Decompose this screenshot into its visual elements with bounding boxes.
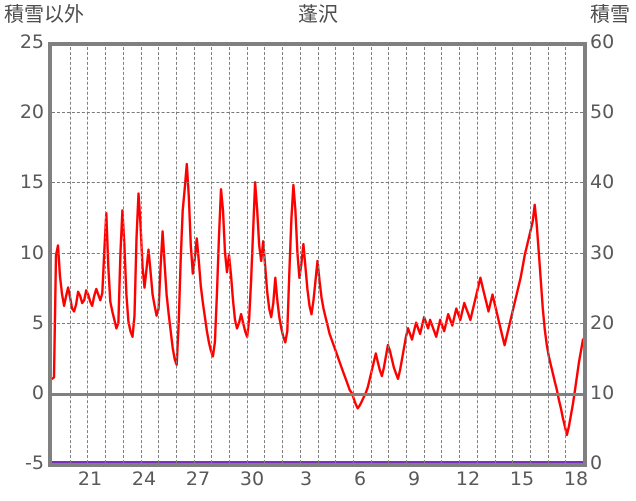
- y-tick-left: 15: [19, 171, 44, 194]
- grid-line-vertical: [512, 42, 513, 463]
- plot-frame-bottom: [48, 463, 587, 467]
- grid-line-vertical: [406, 42, 407, 463]
- grid-line-vertical: [70, 42, 71, 463]
- grid-line-vertical: [264, 42, 265, 463]
- plot-frame-right: [583, 42, 587, 467]
- grid-line-vertical: [318, 42, 319, 463]
- x-tick: 30: [239, 468, 265, 490]
- grid-line-vertical: [194, 42, 195, 463]
- plot-area: [52, 42, 583, 463]
- grid-line-vertical: [565, 42, 566, 463]
- grid-line-vertical: [495, 42, 496, 463]
- y-tick-left: 5: [31, 311, 44, 334]
- left-axis-title: 積雪以外: [4, 2, 84, 26]
- y-tick-left: 10: [19, 241, 44, 264]
- y-tick-left: 0: [31, 381, 44, 404]
- y-tick-right: 30: [590, 241, 615, 264]
- y-tick-left: 20: [19, 101, 44, 124]
- grid-line-vertical: [459, 42, 460, 463]
- x-tick: 18: [563, 468, 589, 490]
- y-tick-right: 0: [590, 452, 603, 474]
- plot-frame-top: [52, 42, 587, 46]
- right-axis-title: 積雪: [590, 2, 630, 26]
- y-tick-right: 50: [590, 101, 615, 124]
- y-tick-left: -5: [25, 452, 44, 474]
- series-layer: [52, 162, 583, 463]
- grid-line-vertical: [87, 42, 88, 463]
- plot-frame-left: [48, 42, 52, 467]
- grid-line-horizontal: [52, 182, 583, 183]
- grid-line-vertical: [247, 42, 248, 463]
- x-tick: 21: [77, 468, 103, 490]
- grid-line-horizontal: [52, 253, 583, 254]
- grid-line-vertical: [388, 42, 389, 463]
- y-tick-left: 25: [19, 31, 44, 53]
- grid-line-vertical: [141, 42, 142, 463]
- grid-line-vertical: [477, 42, 478, 463]
- chart-title: 蓬沢: [298, 2, 338, 26]
- y-axis-right: 60 50 40 30 20 10 0: [590, 0, 636, 501]
- grid-line-vertical: [548, 42, 549, 463]
- x-tick: 27: [185, 468, 211, 490]
- series-line: [52, 162, 583, 437]
- grid-line-horizontal: [52, 323, 583, 324]
- x-tick: 24: [131, 468, 157, 490]
- grid-line-vertical: [424, 42, 425, 463]
- y-tick-right: 20: [590, 311, 615, 334]
- grid-line-vertical: [371, 42, 372, 463]
- x-tick: 12: [455, 468, 481, 490]
- x-tick: 3: [299, 468, 313, 490]
- grid-line-vertical: [176, 42, 177, 463]
- grid-line-vertical: [105, 42, 106, 463]
- y-tick-right: 10: [590, 381, 615, 404]
- grid-line-vertical: [300, 42, 301, 463]
- x-tick: 15: [509, 468, 535, 490]
- grid-line-vertical: [158, 42, 159, 463]
- zero-line: [52, 393, 583, 396]
- grid-line-vertical: [530, 42, 531, 463]
- grid-line-vertical: [353, 42, 354, 463]
- y-tick-right: 40: [590, 171, 615, 194]
- grid-line-vertical: [335, 42, 336, 463]
- grid-line-vertical: [282, 42, 283, 463]
- grid-line-horizontal: [52, 112, 583, 113]
- grid-line-vertical: [211, 42, 212, 463]
- x-tick: 9: [407, 468, 421, 490]
- y-tick-right: 60: [590, 31, 615, 53]
- x-tick: 6: [353, 468, 367, 490]
- grid-line-vertical: [441, 42, 442, 463]
- y-axis-left: 25 20 15 10 5 0 -5: [0, 0, 44, 501]
- grid-line-vertical: [229, 42, 230, 463]
- grid-line-vertical: [123, 42, 124, 463]
